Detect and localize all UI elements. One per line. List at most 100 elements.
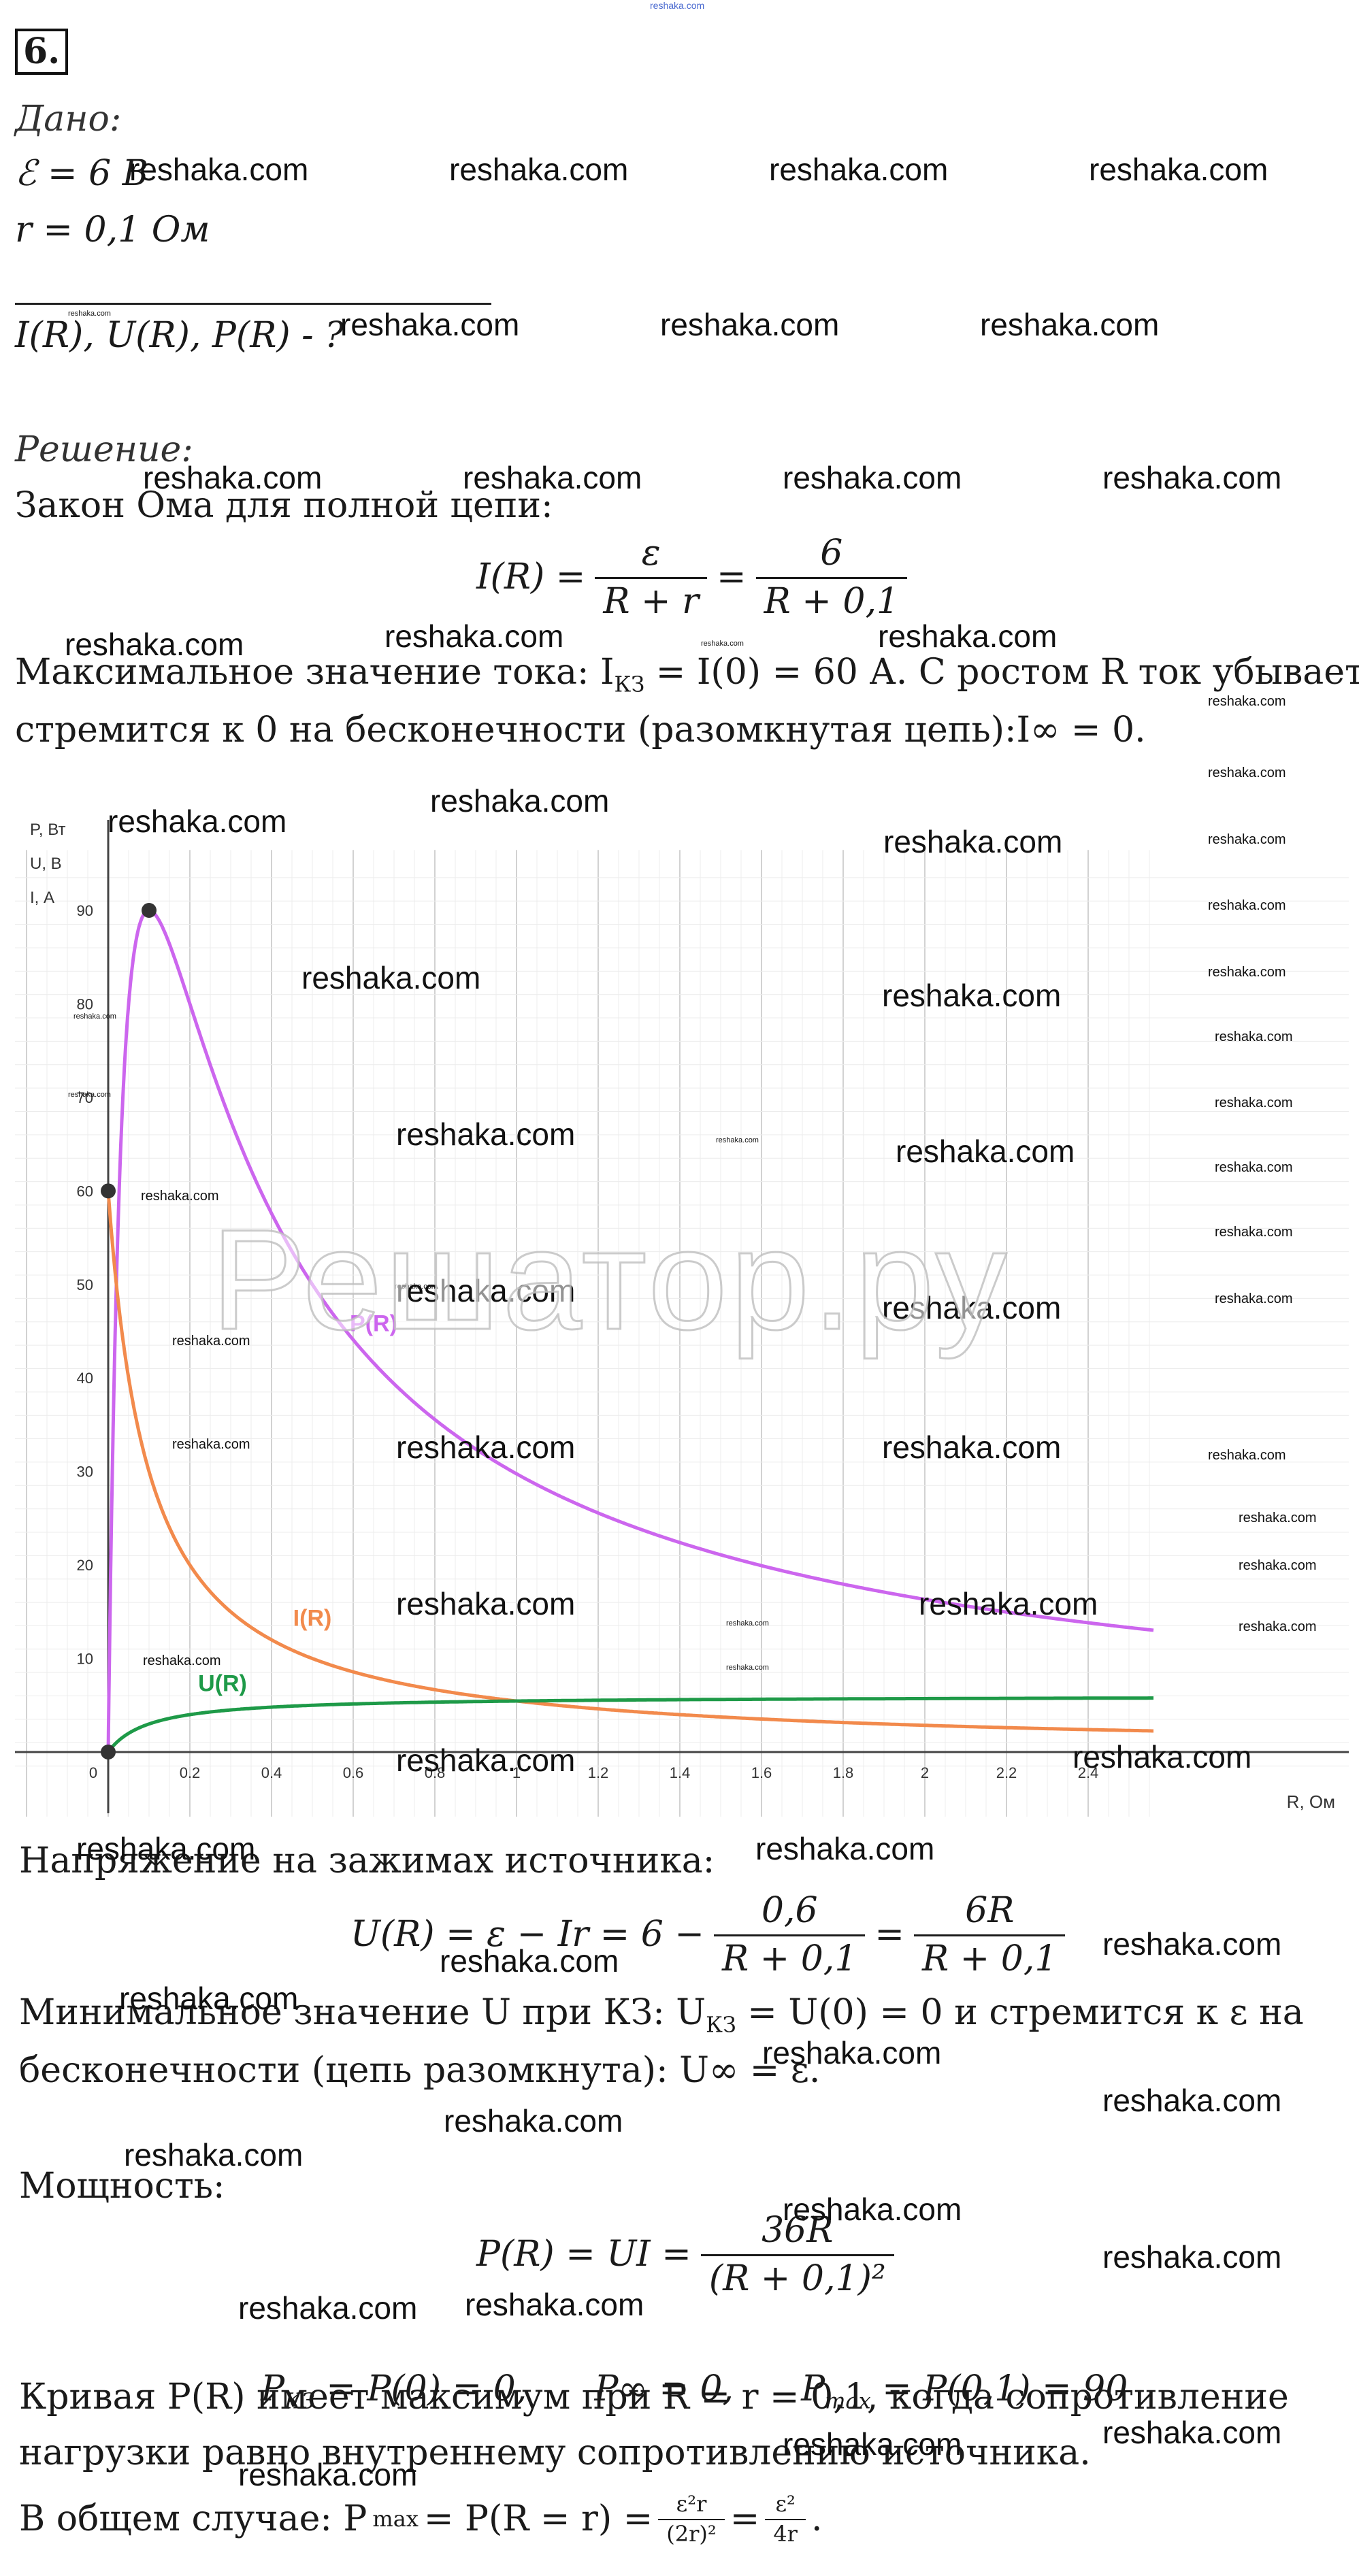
x-tick-label: 0 [89, 1764, 97, 1781]
formula-P-frac: 36R (R + 0,1)² [700, 2208, 894, 2302]
general-frac1: ε²r (2r)² [658, 2490, 725, 2548]
formula-I-left: I(R) = [476, 557, 586, 598]
watermark-small: reshaka.com [1208, 1448, 1286, 1463]
watermark-tiny: reshaka.com [726, 1619, 769, 1628]
watermark: reshaka.com [396, 1586, 576, 1621]
watermark-small: reshaka.com [1239, 1619, 1317, 1634]
watermark: reshaka.com [301, 960, 481, 995]
watermark: reshaka.com [449, 152, 629, 187]
watermark-small: reshaka.com [143, 1653, 221, 1668]
power-values-p: P [261, 2368, 285, 2409]
watermark: reshaka.com [108, 804, 287, 839]
watermark-tiny: reshaka.com [68, 310, 111, 318]
logo-watermark: Решатор.ру [210, 1199, 1010, 1361]
watermark: reshaka.com [882, 978, 1062, 1013]
watermark-small: reshaka.com [1208, 765, 1286, 780]
watermark: reshaka.com [769, 152, 949, 187]
watermark-tiny: reshaka.com [726, 1664, 769, 1672]
y-tick-label: 20 [77, 1557, 93, 1574]
x-tick-label: 0.2 [180, 1764, 201, 1781]
voltage-intro: Напряжение на зажимах источника: [19, 1840, 715, 1881]
watermark-tiny: reshaka.com [395, 1283, 438, 1291]
general-frac2: ε² 4r [765, 2490, 806, 2548]
y-axis-label: U, В [30, 855, 62, 873]
y-tick-label: 90 [77, 902, 93, 919]
power-intro: Мощность: [19, 2166, 225, 2207]
formula-U-left: U(R) = ε − Ir = 6 − [350, 1914, 704, 1955]
formula-U-frac1-num: 0,6 [713, 1888, 866, 1936]
formula-I-frac1-num: ε [595, 531, 708, 579]
formula-I-frac2-num: 6 [755, 531, 908, 579]
watermark: reshaka.com [65, 627, 244, 662]
chart: 0 0.2 0.4 0.6 0.8 1 1.2 1.4 1.6 1.8 2 2.2 2.4 10 20 30 4… [15, 806, 1349, 1820]
general-frac1-num: ε²r [658, 2490, 725, 2520]
y-axis-label: P, Вт [30, 821, 65, 839]
formula-I-frac2: 6 R + 0,1 [755, 531, 908, 625]
series-label-i: I(R) [293, 1605, 332, 1631]
watermark: reshaka.com [76, 1831, 256, 1866]
min-U-text: Минимальное значение U при КЗ: U [19, 1992, 706, 2033]
emf-line: ℰ = 6 В [15, 153, 148, 194]
x-tick-label: 2.2 [996, 1764, 1017, 1781]
watermark: reshaka.com [119, 1981, 299, 2016]
watermark: reshaka.com [340, 307, 520, 342]
watermark: reshaka.com [783, 2192, 962, 2227]
watermark-small: reshaka.com [141, 1189, 219, 1204]
watermark: reshaka.com [882, 1290, 1062, 1325]
watermark: reshaka.com [883, 824, 1063, 859]
watermark: reshaka.com [660, 307, 840, 342]
watermark: reshaka.com [465, 2287, 644, 2322]
watermark: reshaka.com [384, 618, 564, 654]
formula-I-frac2-den: R + 0,1 [764, 580, 900, 622]
curve-point [142, 903, 157, 918]
watermark: reshaka.com [1102, 2083, 1282, 2118]
power-values: PКЗ = P(0) = 0, P∞ = 0, Pmax = P(0,1) = … [238, 2320, 1128, 2415]
power-values-tail: = P(0) = 0, P∞ = 0, P [314, 2368, 825, 2409]
min-U-line2: бесконечности (цепь разомкнута): U∞ = ε. [19, 2050, 821, 2091]
watermark: reshaka.com [444, 2103, 623, 2139]
curve-point [101, 1745, 116, 1760]
power-values-sub2: max [825, 2387, 871, 2413]
watermark: reshaka.com [440, 1943, 619, 1979]
watermark: reshaka.com [783, 460, 962, 495]
watermark: reshaka.com [463, 460, 642, 495]
chart-background [15, 806, 1349, 1820]
general-end: . [811, 2498, 823, 2539]
general-case-prefix: В общем случае: P [19, 2498, 367, 2539]
curve-point [101, 1183, 116, 1199]
x-tick-label: 1.2 [588, 1764, 609, 1781]
watermark-small: reshaka.com [1208, 898, 1286, 913]
watermark: reshaka.com [124, 2137, 304, 2173]
watermark-small: reshaka.com [1239, 1510, 1317, 1525]
x-axis-label: R, Ом [1287, 1791, 1335, 1812]
general-frac2-num: ε² [765, 2490, 806, 2520]
min-U-sub: КЗ [706, 2011, 736, 2038]
watermark: reshaka.com [143, 460, 323, 495]
watermark-small: reshaka.com [1215, 1291, 1293, 1306]
x-tick-label: 2 [921, 1764, 929, 1781]
watermark: reshaka.com [762, 2035, 942, 2070]
watermark-tiny: reshaka.com [73, 1012, 116, 1021]
site-label: reshaka.com [650, 0, 705, 11]
watermark: reshaka.com [1102, 2239, 1282, 2275]
general-frac1-den: (2r)² [666, 2520, 717, 2547]
watermark: reshaka.com [238, 2290, 418, 2326]
given-label: Дано: [15, 99, 122, 139]
max-current-tail: = I(0) = 60 А. С ростом R ток убывает и [644, 652, 1359, 693]
y-tick-label: 10 [77, 1651, 93, 1668]
watermark: reshaka.com [1102, 460, 1282, 495]
formula-U-frac2-num: 6R [914, 1888, 1066, 1936]
watermark: reshaka.com [129, 152, 309, 187]
max-current-text: Максимальное значение тока: I [15, 652, 615, 693]
watermark-small: reshaka.com [1208, 965, 1286, 980]
watermark: reshaka.com [882, 1430, 1062, 1465]
watermark: reshaka.com [919, 1586, 1098, 1621]
watermark-small: reshaka.com [172, 1334, 250, 1349]
watermark: reshaka.com [1102, 1926, 1282, 1962]
x-tick-label: 0.4 [261, 1764, 282, 1781]
y-tick-label: 60 [77, 1183, 93, 1200]
power-values-sub: КЗ [284, 2387, 315, 2413]
curve-line1: Кривая P(R) имеет максимум при R = r = 0… [19, 2377, 1289, 2417]
watermark: reshaka.com [396, 1430, 576, 1465]
x-tick-label: 1.8 [833, 1764, 854, 1781]
